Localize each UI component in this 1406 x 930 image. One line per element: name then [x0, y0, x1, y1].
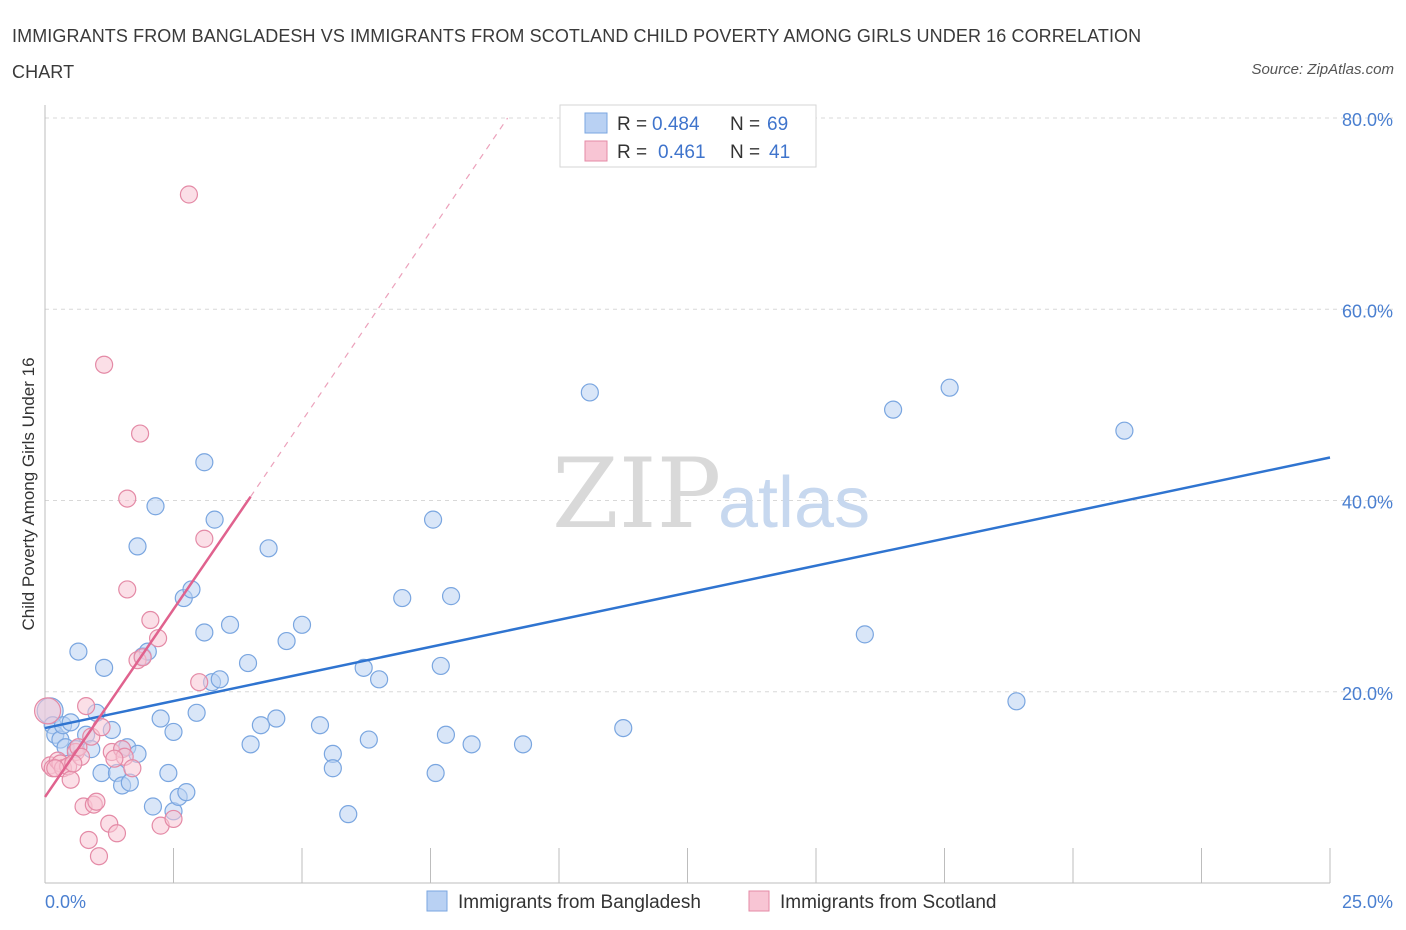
bangladesh-point	[259, 539, 278, 558]
scotland-trend-line	[43, 495, 252, 798]
bangladesh-point	[195, 453, 214, 472]
bangladesh-point	[462, 735, 481, 754]
bangladesh-point	[441, 587, 461, 606]
source-label: Source: ZipAtlas.com	[1251, 61, 1394, 78]
y-tick-label: 40.0%	[1342, 493, 1393, 513]
watermark-atlas: atlas	[718, 463, 870, 543]
bangladesh-point	[359, 730, 378, 749]
bangladesh-point	[614, 718, 633, 738]
bangladesh-point	[855, 625, 874, 644]
bangladesh-point	[69, 642, 88, 661]
scotland-point	[123, 759, 142, 778]
stats-n-value-pink: 41	[769, 142, 790, 163]
stats-swatch-pink	[584, 140, 608, 162]
points	[33, 185, 1134, 866]
scotland-point	[164, 809, 183, 829]
stats-r-label-blue: R =	[617, 114, 647, 135]
bangladesh-point	[310, 716, 330, 735]
scotland-point	[179, 185, 199, 204]
bangladesh-point	[431, 656, 450, 676]
bangladesh-point	[339, 805, 358, 824]
bangladesh-point	[513, 735, 533, 754]
bangladesh-point	[195, 623, 214, 642]
x-tick-label: 0.0%	[45, 892, 86, 912]
watermark: ZIP atlas	[552, 438, 870, 550]
chart-title: IMMIGRANTS FROM BANGLADESH VS IMMIGRANTS…	[12, 26, 1142, 82]
bangladesh-point	[1007, 692, 1026, 711]
bangladesh-point	[426, 763, 445, 783]
bangladesh-point	[164, 722, 183, 742]
scotland-point	[79, 830, 98, 850]
scotland-point	[118, 489, 137, 508]
bangladesh-point	[370, 670, 389, 689]
stats-box: R = 0.484 N = 69 R = 0.461 N = 41	[559, 104, 817, 168]
bangladesh-point	[151, 709, 170, 728]
legend-label-scotland: Immigrants from Scotland	[780, 892, 996, 913]
bangladesh-point	[143, 797, 163, 816]
scotland-point	[141, 610, 160, 630]
bangladesh-point	[146, 497, 165, 516]
bangladesh-point	[241, 735, 260, 754]
scotland-point	[87, 792, 106, 811]
bangladesh-point	[354, 658, 373, 677]
x-tick-label: 25.0%	[1342, 892, 1393, 912]
scotland-point	[118, 580, 137, 599]
stats-r-value-pink: 0.461	[658, 142, 706, 163]
scotland-point	[130, 424, 150, 443]
watermark-zip: ZIP	[552, 438, 721, 550]
scotland-point	[33, 697, 62, 725]
grid	[45, 117, 1395, 693]
scotland-point	[77, 696, 96, 716]
y-tick-label: 20.0%	[1342, 684, 1393, 704]
bangladesh-point	[220, 615, 240, 634]
bangladesh-point	[159, 763, 178, 783]
bangladesh-point	[1115, 421, 1134, 440]
y-tick-label: 60.0%	[1342, 301, 1393, 321]
stats-n-label-pink: N =	[730, 142, 760, 163]
bangladesh-point	[92, 763, 111, 783]
bangladesh-point	[205, 510, 224, 529]
scotland-point	[95, 355, 114, 374]
bangladesh-point	[292, 615, 312, 634]
y-tick-label: 80.0%	[1342, 110, 1393, 130]
bangladesh-point	[883, 400, 903, 419]
bangladesh-point	[436, 725, 456, 744]
scotland-point	[61, 770, 80, 789]
bangladesh-point	[323, 759, 342, 778]
stats-n-value-blue: 69	[767, 114, 788, 135]
bangladesh-point	[238, 653, 258, 673]
bangladesh-point	[95, 658, 114, 677]
stats-r-label-pink: R =	[617, 142, 647, 163]
legend-label-bangladesh: Immigrants from Bangladesh	[458, 892, 701, 913]
scotland-point	[190, 673, 209, 692]
scotland-point	[107, 824, 127, 843]
stats-r-value-blue: 0.484	[652, 114, 700, 135]
bangladesh-point	[177, 783, 196, 802]
bangladesh-point	[423, 510, 443, 529]
bangladesh-point	[210, 670, 229, 689]
trend-lines	[43, 117, 1331, 798]
y-axis-label: Child Poverty Among Girls Under 16	[19, 357, 38, 630]
legend-swatch-scotland	[748, 890, 770, 912]
scotland-trend-extension	[250, 117, 509, 498]
bangladesh-point	[393, 588, 412, 608]
stats-n-label-blue: N =	[730, 114, 760, 135]
bangladesh-point	[267, 709, 286, 728]
bangladesh-point	[251, 716, 270, 735]
tick-labels: 20.0% 40.0% 60.0% 80.0% 0.0% 25.0%	[45, 110, 1393, 912]
stats-swatch-blue	[584, 112, 608, 134]
bangladesh-trend-line	[44, 456, 1331, 730]
legend: Immigrants from Bangladesh Immigrants fr…	[426, 890, 996, 913]
legend-swatch-bangladesh	[426, 890, 448, 912]
bangladesh-point	[187, 703, 206, 722]
scotland-point	[195, 529, 214, 548]
scotland-point	[105, 749, 124, 768]
bangladesh-point	[277, 631, 296, 651]
scotland-point	[89, 847, 109, 866]
bangladesh-point	[580, 383, 599, 402]
axes	[44, 105, 1331, 884]
bangladesh-point	[128, 537, 147, 556]
bangladesh-point	[940, 378, 959, 397]
